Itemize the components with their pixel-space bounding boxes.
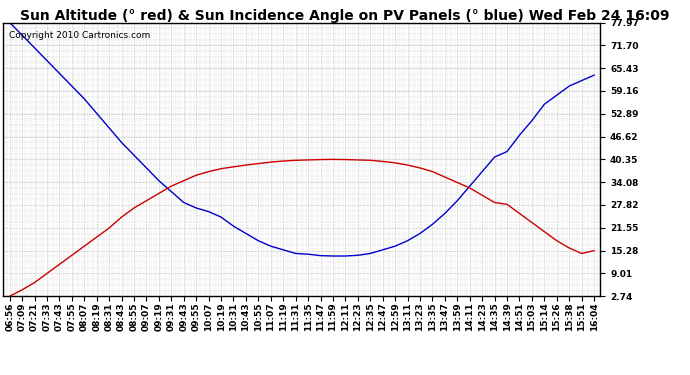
Text: Sun Altitude (° red) & Sun Incidence Angle on PV Panels (° blue) Wed Feb 24 16:0: Sun Altitude (° red) & Sun Incidence Ang… <box>20 9 670 23</box>
Text: Copyright 2010 Cartronics.com: Copyright 2010 Cartronics.com <box>10 31 150 40</box>
